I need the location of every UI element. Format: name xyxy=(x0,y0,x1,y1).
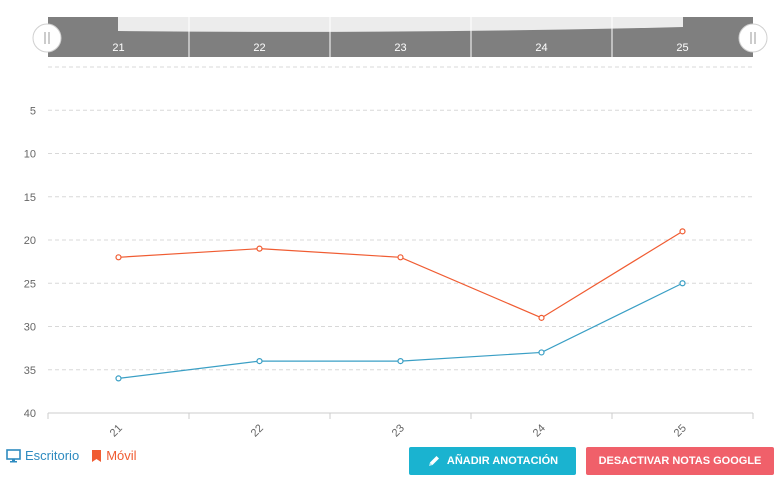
navigator[interactable]: 21 22 23 24 25 xyxy=(32,17,768,57)
navigator-series-area xyxy=(118,17,683,32)
data-point-desktop[interactable] xyxy=(115,375,122,382)
data-point-mobile[interactable] xyxy=(115,254,122,261)
add-annotation-button[interactable]: AÑADIR ANOTACIÓN xyxy=(409,447,576,475)
y-tick-label: 40 xyxy=(24,408,36,420)
pencil-icon xyxy=(428,456,439,466)
y-tick-label: 35 xyxy=(24,365,36,377)
legend-item-desktop[interactable]: Escritorio xyxy=(6,448,79,463)
y-tick-label: 5 xyxy=(30,105,36,117)
data-point-mobile[interactable] xyxy=(538,314,545,321)
data-point-mobile[interactable] xyxy=(397,254,404,261)
data-point-desktop[interactable] xyxy=(538,349,545,356)
disable-google-notes-label: DESACTIVAR NOTAS GOOGLE xyxy=(598,455,762,467)
navigator-tick-label: 25 xyxy=(676,42,688,54)
add-annotation-label: AÑADIR ANOTACIÓN xyxy=(446,455,559,467)
y-tick-label: 15 xyxy=(24,192,36,204)
x-tick-label: 24 xyxy=(531,422,548,439)
series-line-mobile xyxy=(118,230,683,319)
legend: Escritorio Móvil xyxy=(6,448,137,463)
navigator-tick-label: 24 xyxy=(535,42,547,54)
y-tick-label: 30 xyxy=(24,322,36,334)
x-tick-label: 21 xyxy=(108,422,125,439)
legend-item-mobile[interactable]: Móvil xyxy=(91,448,137,463)
x-tick-label: 23 xyxy=(390,422,407,439)
legend-label-desktop: Escritorio xyxy=(25,448,80,463)
y-tick-label: 25 xyxy=(24,278,36,290)
x-tick-label: 25 xyxy=(672,422,689,439)
bookmark-icon xyxy=(92,449,102,462)
data-point-desktop[interactable] xyxy=(256,358,263,365)
y-tick-label: 10 xyxy=(24,149,36,161)
x-axis: 21 22 23 24 25 xyxy=(47,412,754,439)
line-chart: 21 22 23 24 25 5 10 15 20 25 30 35 40 21 22 23 24 25 xyxy=(24,17,768,439)
monitor-icon xyxy=(6,448,21,462)
navigator-tick-label: 21 xyxy=(112,42,124,54)
data-point-mobile[interactable] xyxy=(679,228,686,235)
navigator-tick-label: 22 xyxy=(253,42,265,54)
navigator-handle-left[interactable] xyxy=(32,23,62,53)
x-tick-label: 22 xyxy=(249,422,266,439)
y-tick-label: 20 xyxy=(24,235,36,247)
legend-label-mobile: Móvil xyxy=(106,448,137,463)
navigator-tick-label: 23 xyxy=(394,42,406,54)
navigator-handle-right[interactable] xyxy=(738,23,768,53)
grid-lines xyxy=(48,66,753,371)
series-layer xyxy=(115,228,686,382)
data-point-mobile[interactable] xyxy=(256,245,263,252)
disable-google-notes-button[interactable]: DESACTIVAR NOTAS GOOGLE xyxy=(586,447,774,475)
data-point-desktop[interactable] xyxy=(679,280,686,287)
y-axis: 5 10 15 20 25 30 35 40 xyxy=(24,105,36,420)
data-point-desktop[interactable] xyxy=(397,358,404,365)
